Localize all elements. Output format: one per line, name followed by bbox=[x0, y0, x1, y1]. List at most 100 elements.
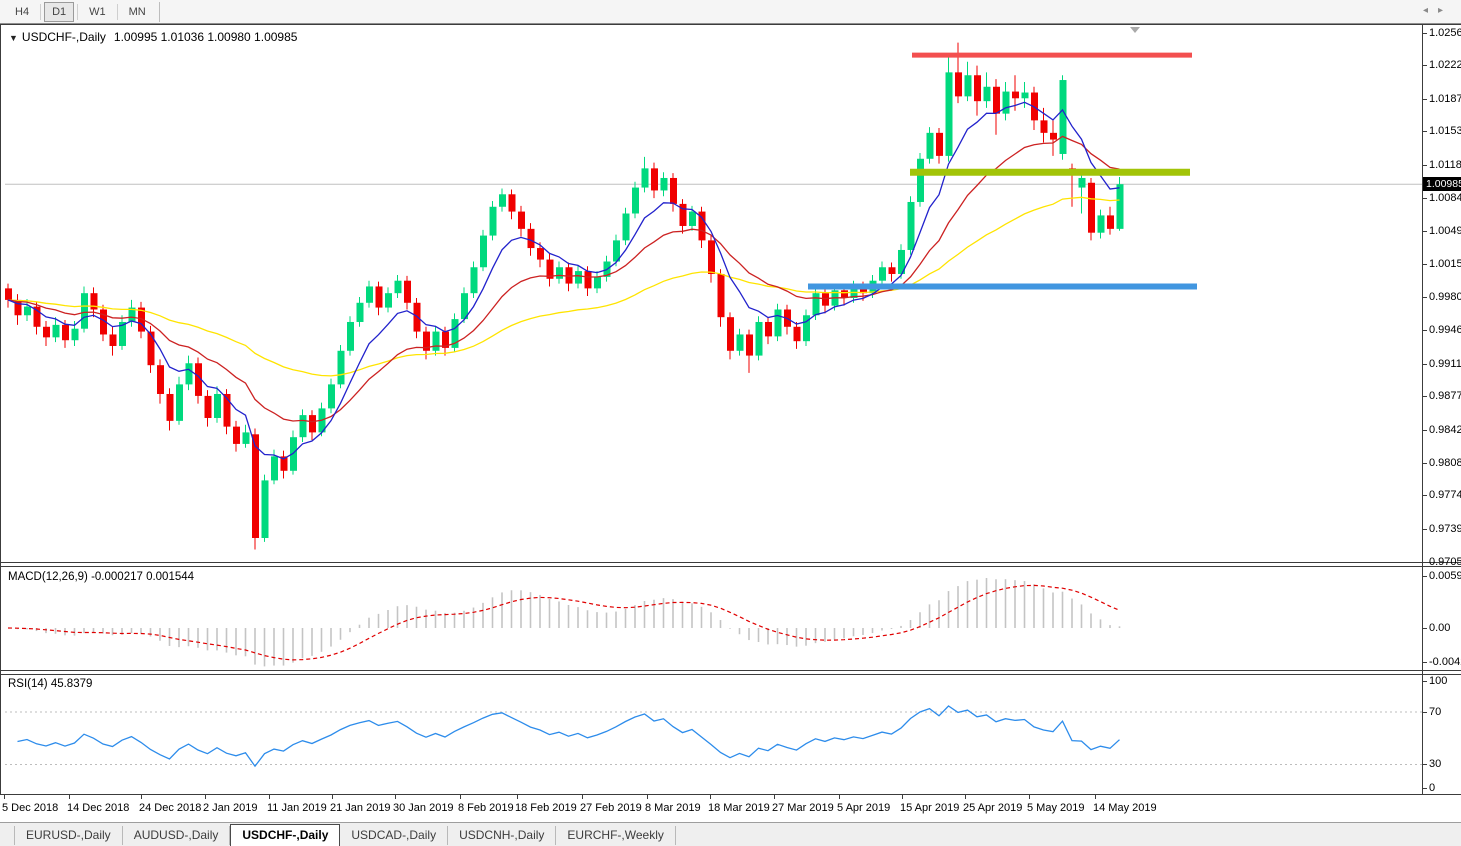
macd-axis-tick bbox=[1423, 576, 1427, 577]
date-axis-tick bbox=[395, 795, 396, 799]
date-axis-tick bbox=[4, 795, 5, 799]
date-axis-line bbox=[0, 794, 1461, 795]
price-axis-label: 1.01180 bbox=[1429, 158, 1461, 171]
date-axis-tick bbox=[774, 795, 775, 799]
toolbar-separator bbox=[116, 3, 118, 20]
date-axis-label: 5 Dec 2018 bbox=[2, 802, 59, 814]
chart-tab-audusd-daily[interactable]: AUDUSD-,Daily bbox=[123, 825, 231, 845]
date-axis-label: 8 Feb 2019 bbox=[458, 802, 514, 814]
date-axis-tick bbox=[332, 795, 333, 799]
price-axis-tick bbox=[1423, 231, 1427, 233]
price-axis-tick bbox=[1423, 429, 1427, 431]
date-axis-tick bbox=[269, 795, 270, 799]
price-axis-tick bbox=[1423, 197, 1427, 199]
macd-axis-label: 0.00 bbox=[1429, 622, 1451, 634]
bid-price-box: 1.00985 bbox=[1423, 177, 1461, 191]
date-axis-tick bbox=[902, 795, 903, 799]
date-axis-tick bbox=[460, 795, 461, 799]
chart-symbol: USDCHF-,Daily bbox=[21, 30, 106, 44]
chart-dropdown-icon[interactable]: ▼ bbox=[9, 33, 18, 43]
panel-splitter-macd-rsi[interactable] bbox=[0, 670, 1461, 671]
date-axis-label: 24 Dec 2018 bbox=[139, 802, 202, 814]
macd-axis-label: 0.00597 bbox=[1429, 570, 1461, 582]
panel-splitter-main-macd[interactable] bbox=[0, 562, 1461, 563]
chart-title: ▼ USDCHF-,Daily 1.00995 1.01036 1.00980 1.… bbox=[9, 30, 297, 44]
price-axis-tick bbox=[1423, 297, 1427, 299]
tab-scroll-arrows[interactable]: ◂▸ bbox=[1423, 5, 1453, 16]
price-axis-label: 1.00490 bbox=[1429, 225, 1461, 238]
price-axis-label: 1.02560 bbox=[1429, 26, 1461, 39]
macd-axis-tick bbox=[1423, 662, 1427, 663]
price-axis-label: 1.02220 bbox=[1429, 59, 1461, 72]
date-axis-tick bbox=[517, 795, 518, 799]
chart-ohlc-values: 1.00995 1.01036 1.00980 1.00985 bbox=[113, 30, 298, 44]
chart-tab-usdcad-daily[interactable]: USDCAD-,Daily bbox=[340, 825, 449, 845]
date-axis-label: 27 Mar 2019 bbox=[772, 802, 834, 814]
date-axis-label: 5 May 2019 bbox=[1027, 802, 1085, 814]
price-axis-tick bbox=[1423, 164, 1427, 166]
price-axis-tick bbox=[1423, 396, 1427, 398]
price-axis-line bbox=[1422, 24, 1423, 795]
period-button-w1[interactable]: W1 bbox=[89, 5, 106, 18]
date-axis-label: 14 Dec 2018 bbox=[67, 802, 130, 814]
date-axis-label: 5 Apr 2019 bbox=[837, 802, 891, 814]
price-axis-tick bbox=[1423, 561, 1427, 563]
rsi-axis-label: 0 bbox=[1429, 782, 1436, 794]
date-axis-tick bbox=[839, 795, 840, 799]
date-axis-label: 21 Jan 2019 bbox=[330, 802, 391, 814]
date-axis-label: 8 Mar 2019 bbox=[645, 802, 701, 814]
date-axis-label: 2 Jan 2019 bbox=[203, 802, 258, 814]
rsi-axis-tick bbox=[1423, 764, 1427, 765]
rsi-indicator-label: RSI(14) 45.8379 bbox=[8, 678, 93, 690]
date-axis-label: 18 Feb 2019 bbox=[515, 802, 577, 814]
date-axis: 5 Dec 2018 14 Dec 2018 24 Dec 2018 2 Jan 20… bbox=[0, 795, 1461, 821]
date-axis-label: 27 Feb 2019 bbox=[580, 802, 642, 814]
price-axis-tick bbox=[1423, 528, 1427, 530]
panel-splitter-main-macd-b bbox=[0, 566, 1461, 567]
date-axis-tick bbox=[141, 795, 142, 799]
rsi-axis-tick bbox=[1423, 681, 1427, 682]
macd-axis-label: -0.00424 bbox=[1429, 656, 1461, 668]
price-axis-tick bbox=[1423, 131, 1427, 133]
toolbar-separator bbox=[158, 1, 160, 22]
period-button-d1[interactable]: D1 bbox=[44, 1, 75, 22]
toolbar-separator bbox=[77, 3, 79, 20]
chart-shift-marker-icon[interactable] bbox=[1130, 27, 1140, 33]
chart-tab-usdchf-daily[interactable]: USDCHF-,Daily bbox=[230, 823, 341, 846]
rsi-axis-label: 70 bbox=[1429, 706, 1442, 718]
date-axis-tick bbox=[710, 795, 711, 799]
chart-tab-eurusd-daily[interactable]: EURUSD-,Daily bbox=[14, 825, 123, 845]
chart-tab-eurchf-weekly[interactable]: EURCHF-,Weekly bbox=[556, 825, 676, 845]
price-axis-tick bbox=[1423, 65, 1427, 67]
chart-tab-usdcnh-daily[interactable]: USDCNH-,Daily bbox=[448, 825, 557, 845]
chart-window bbox=[0, 24, 1461, 821]
date-axis-tick bbox=[1095, 795, 1096, 799]
rsi-axis-tick bbox=[1423, 788, 1427, 789]
price-axis-tick bbox=[1423, 495, 1427, 497]
tab-scroll-right-icon: ▸ bbox=[1437, 5, 1453, 16]
tab-scroll-left-icon: ◂ bbox=[1422, 5, 1438, 16]
rsi-axis-label: 100 bbox=[1429, 675, 1448, 687]
period-button-h4[interactable]: H4 bbox=[15, 5, 30, 18]
date-axis-label: 18 Mar 2019 bbox=[708, 802, 770, 814]
date-axis-label: 30 Jan 2019 bbox=[393, 802, 454, 814]
date-axis-tick bbox=[647, 795, 648, 799]
rsi-axis-tick bbox=[1423, 712, 1427, 713]
date-axis-tick bbox=[205, 795, 206, 799]
macd-indicator-label: MACD(12,26,9) -0.000217 0.001544 bbox=[8, 571, 195, 583]
price-axis-tick bbox=[1423, 263, 1427, 265]
price-axis-tick bbox=[1423, 363, 1427, 365]
date-axis-tick bbox=[69, 795, 70, 799]
period-button-mn[interactable]: MN bbox=[128, 5, 146, 18]
period-toolbar: H4 D1 W1 MN bbox=[0, 0, 1461, 24]
price-axis-tick bbox=[1423, 32, 1427, 34]
